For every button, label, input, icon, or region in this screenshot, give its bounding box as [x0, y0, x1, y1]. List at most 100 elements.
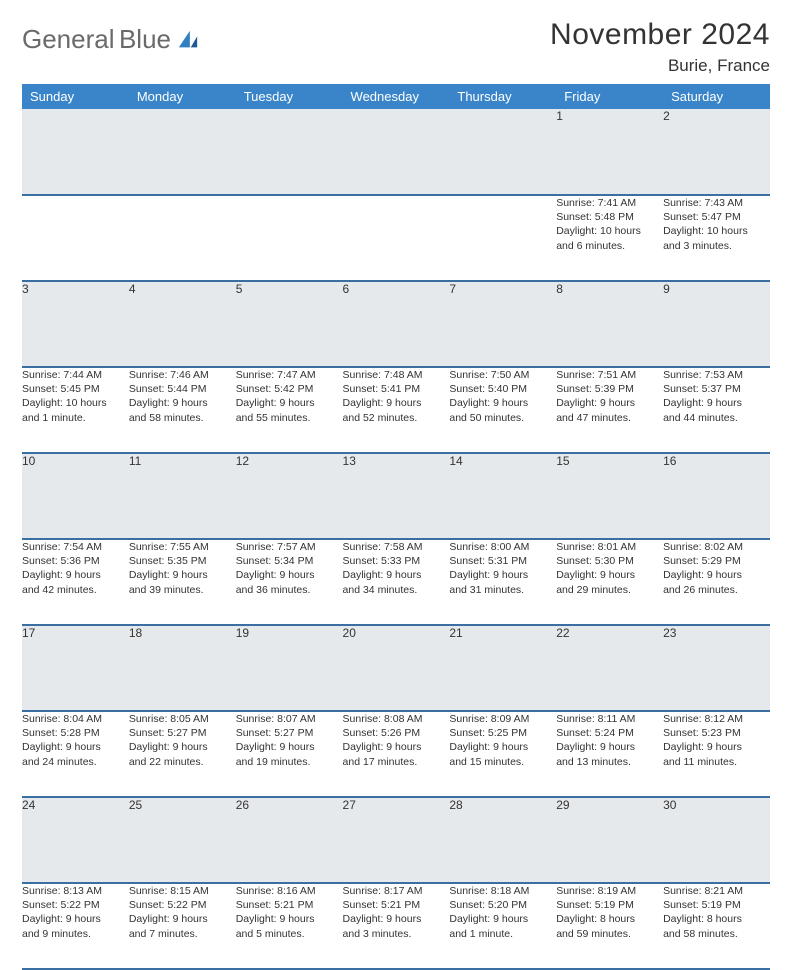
day-cell: Sunrise: 8:15 AMSunset: 5:22 PMDaylight:… [129, 883, 236, 969]
sunset-text: Sunset: 5:35 PM [129, 554, 236, 568]
day-number: 6 [343, 281, 450, 367]
calendar-table: Sunday Monday Tuesday Wednesday Thursday… [22, 84, 770, 970]
daylight-text: and 5 minutes. [236, 927, 343, 941]
sunrise-text: Sunrise: 8:15 AM [129, 884, 236, 898]
sunrise-text: Sunrise: 8:08 AM [343, 712, 450, 726]
sunrise-text: Sunrise: 7:47 AM [236, 368, 343, 382]
day-number: 1 [556, 109, 663, 195]
sunrise-text: Sunrise: 7:57 AM [236, 540, 343, 554]
daylight-text: Daylight: 10 hours [22, 396, 129, 410]
sunrise-text: Sunrise: 8:02 AM [663, 540, 770, 554]
day-cell: Sunrise: 7:58 AMSunset: 5:33 PMDaylight:… [343, 539, 450, 625]
daylight-text: Daylight: 9 hours [449, 740, 556, 754]
sunset-text: Sunset: 5:22 PM [22, 898, 129, 912]
daylight-text: and 3 minutes. [343, 927, 450, 941]
day-cell: Sunrise: 8:21 AMSunset: 5:19 PMDaylight:… [663, 883, 770, 969]
day-number: 13 [343, 453, 450, 539]
day-number: 3 [22, 281, 129, 367]
sunset-text: Sunset: 5:28 PM [22, 726, 129, 740]
day-number: 5 [236, 281, 343, 367]
daylight-text: Daylight: 9 hours [449, 396, 556, 410]
sunset-text: Sunset: 5:19 PM [556, 898, 663, 912]
sunrise-text: Sunrise: 8:18 AM [449, 884, 556, 898]
sunrise-text: Sunrise: 7:48 AM [343, 368, 450, 382]
weekday-header: Friday [556, 84, 663, 109]
day-cell: Sunrise: 8:08 AMSunset: 5:26 PMDaylight:… [343, 711, 450, 797]
day-cell: Sunrise: 8:05 AMSunset: 5:27 PMDaylight:… [129, 711, 236, 797]
day-number [343, 109, 450, 195]
day-cell: Sunrise: 8:02 AMSunset: 5:29 PMDaylight:… [663, 539, 770, 625]
sunset-text: Sunset: 5:36 PM [22, 554, 129, 568]
sunset-text: Sunset: 5:21 PM [236, 898, 343, 912]
daylight-text: and 55 minutes. [236, 411, 343, 425]
sunset-text: Sunset: 5:39 PM [556, 382, 663, 396]
daylight-text: and 11 minutes. [663, 755, 770, 769]
daylight-text: Daylight: 9 hours [343, 912, 450, 926]
sunset-text: Sunset: 5:27 PM [129, 726, 236, 740]
day-number: 24 [22, 797, 129, 883]
sunset-text: Sunset: 5:33 PM [343, 554, 450, 568]
daylight-text: Daylight: 9 hours [22, 912, 129, 926]
day-number: 17 [22, 625, 129, 711]
sunrise-text: Sunrise: 8:21 AM [663, 884, 770, 898]
daylight-text: and 6 minutes. [556, 239, 663, 253]
day-number: 10 [22, 453, 129, 539]
daylight-text: Daylight: 9 hours [663, 740, 770, 754]
day-cell: Sunrise: 8:01 AMSunset: 5:30 PMDaylight:… [556, 539, 663, 625]
daylight-text: and 3 minutes. [663, 239, 770, 253]
month-title: November 2024 [550, 18, 770, 52]
day-number: 15 [556, 453, 663, 539]
day-content-row: Sunrise: 8:13 AMSunset: 5:22 PMDaylight:… [22, 883, 770, 969]
sunrise-text: Sunrise: 8:16 AM [236, 884, 343, 898]
day-cell: Sunrise: 8:11 AMSunset: 5:24 PMDaylight:… [556, 711, 663, 797]
sunset-text: Sunset: 5:44 PM [129, 382, 236, 396]
location-label: Burie, France [550, 56, 770, 76]
day-number-row: 10111213141516 [22, 453, 770, 539]
day-cell: Sunrise: 8:19 AMSunset: 5:19 PMDaylight:… [556, 883, 663, 969]
daylight-text: and 58 minutes. [663, 927, 770, 941]
sunset-text: Sunset: 5:27 PM [236, 726, 343, 740]
sunset-text: Sunset: 5:30 PM [556, 554, 663, 568]
daylight-text: Daylight: 9 hours [343, 396, 450, 410]
day-number-row: 3456789 [22, 281, 770, 367]
sunset-text: Sunset: 5:48 PM [556, 210, 663, 224]
daylight-text: Daylight: 9 hours [236, 568, 343, 582]
day-cell: Sunrise: 8:16 AMSunset: 5:21 PMDaylight:… [236, 883, 343, 969]
daylight-text: and 17 minutes. [343, 755, 450, 769]
day-cell: Sunrise: 8:12 AMSunset: 5:23 PMDaylight:… [663, 711, 770, 797]
day-cell: Sunrise: 7:41 AMSunset: 5:48 PMDaylight:… [556, 195, 663, 281]
sunset-text: Sunset: 5:24 PM [556, 726, 663, 740]
daylight-text: Daylight: 9 hours [449, 568, 556, 582]
daylight-text: and 42 minutes. [22, 583, 129, 597]
day-cell: Sunrise: 7:57 AMSunset: 5:34 PMDaylight:… [236, 539, 343, 625]
daylight-text: Daylight: 9 hours [129, 396, 236, 410]
sunrise-text: Sunrise: 7:41 AM [556, 196, 663, 210]
day-number: 27 [343, 797, 450, 883]
weekday-header: Tuesday [236, 84, 343, 109]
day-cell: Sunrise: 7:44 AMSunset: 5:45 PMDaylight:… [22, 367, 129, 453]
daylight-text: and 50 minutes. [449, 411, 556, 425]
daylight-text: and 13 minutes. [556, 755, 663, 769]
sunrise-text: Sunrise: 8:12 AM [663, 712, 770, 726]
day-cell: Sunrise: 7:48 AMSunset: 5:41 PMDaylight:… [343, 367, 450, 453]
sunset-text: Sunset: 5:22 PM [129, 898, 236, 912]
day-number: 4 [129, 281, 236, 367]
sail-icon [177, 29, 199, 51]
day-cell: Sunrise: 8:00 AMSunset: 5:31 PMDaylight:… [449, 539, 556, 625]
day-cell: Sunrise: 7:53 AMSunset: 5:37 PMDaylight:… [663, 367, 770, 453]
daylight-text: Daylight: 9 hours [129, 740, 236, 754]
day-cell: Sunrise: 8:13 AMSunset: 5:22 PMDaylight:… [22, 883, 129, 969]
sunrise-text: Sunrise: 7:53 AM [663, 368, 770, 382]
sunrise-text: Sunrise: 8:19 AM [556, 884, 663, 898]
daylight-text: Daylight: 8 hours [556, 912, 663, 926]
day-number: 16 [663, 453, 770, 539]
daylight-text: and 29 minutes. [556, 583, 663, 597]
daylight-text: and 1 minute. [449, 927, 556, 941]
day-cell: Sunrise: 7:54 AMSunset: 5:36 PMDaylight:… [22, 539, 129, 625]
sunset-text: Sunset: 5:25 PM [449, 726, 556, 740]
weekday-header-row: Sunday Monday Tuesday Wednesday Thursday… [22, 84, 770, 109]
sunset-text: Sunset: 5:23 PM [663, 726, 770, 740]
day-number [449, 109, 556, 195]
sunset-text: Sunset: 5:47 PM [663, 210, 770, 224]
day-number: 25 [129, 797, 236, 883]
